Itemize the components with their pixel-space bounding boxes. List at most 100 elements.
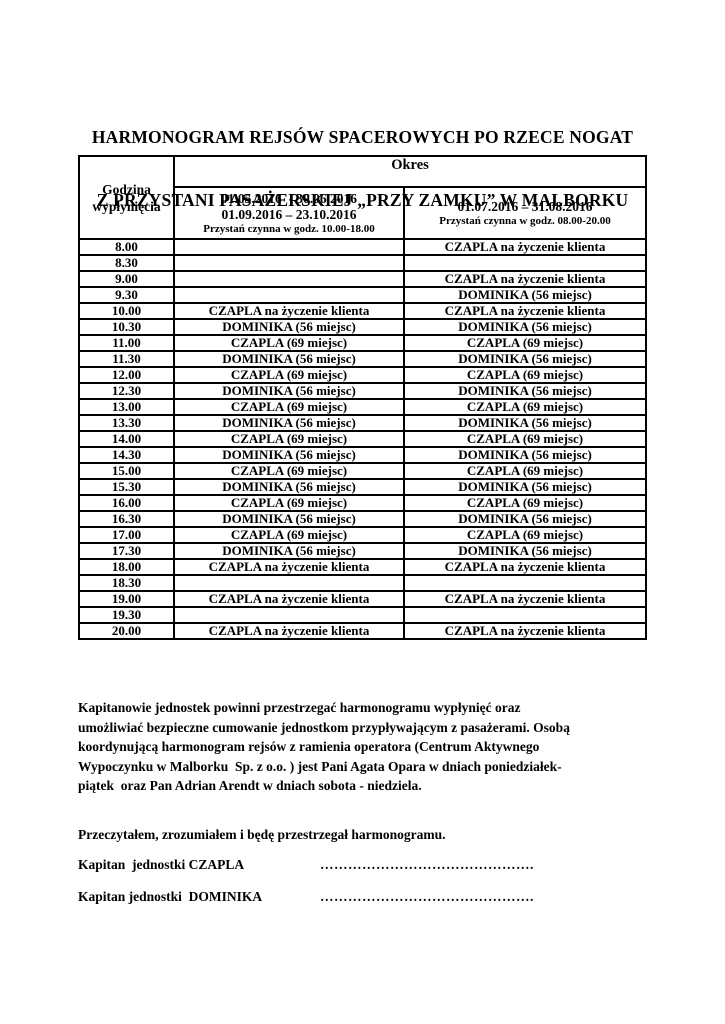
time-cell: 10.00 [78,302,175,320]
table-row: 17.30 DOMINIKA (56 miejsc) DOMINIKA (56 mi… [78,542,648,560]
time-cell: 19.00 [78,590,175,608]
title-line1: HARMONOGRAM REJSÓW SPACEROWYCH PO RZECE … [91,127,634,147]
period1-cell [173,606,405,624]
time-cell: 11.00 [78,334,175,352]
note-line: Kapitanowie jednostek powinni przestrzeg… [78,700,521,715]
period2-cell: CZAPLA (69 miejsc) [402,366,648,384]
period1-cell [173,574,405,592]
table-row: 8.00 CZAPLA na życzenie klienta [78,238,648,256]
time-cell: 9.30 [78,286,175,304]
period1-cell: DOMINIKA (56 miejsc) [173,542,405,560]
period1-cell: DOMINIKA (56 miejsc) [173,510,405,528]
time-cell: 13.00 [78,398,175,416]
period2-cell: DOMINIKA (56 miejsc) [402,478,648,496]
time-cell: 16.00 [78,494,175,512]
period2-cell: DOMINIKA (56 miejsc) [402,414,648,432]
time-column-header: Godzina wypłynięcia [78,155,175,240]
table-row: 14.00 CZAPLA (69 miejsc) CZAPLA (69 miejsc… [78,430,648,448]
table-row: 12.00 CZAPLA (69 miejsc) CZAPLA (69 miejsc… [78,366,648,384]
table-row: 18.30 [78,574,648,592]
table-row: 10.30 DOMINIKA (56 miejsc) DOMINIKA (56 mi… [78,318,648,336]
time-cell: 8.30 [78,254,175,272]
table-row: 16.30 DOMINIKA (56 miejsc) DOMINIKA (56 mi… [78,510,648,528]
time-cell: 10.30 [78,318,175,336]
schedule-body: 8.00 CZAPLA na życzenie klienta 8.30 9.00 CZ… [78,238,648,640]
table-row: 9.30 DOMINIKA (56 miejsc) [78,286,648,304]
table-row: 8.30 [78,254,648,272]
okres-header: Okres [172,155,648,188]
period1-cell: CZAPLA (69 miejsc) [173,430,405,448]
notes-paragraph: Kapitanowie jednostek powinni przestrzeg… [78,698,653,796]
period1-cell: DOMINIKA (56 miejsc) [173,478,405,496]
table-row: 13.00 CZAPLA (69 miejsc) CZAPLA (69 miejsc… [78,398,648,416]
note-line: piątek oraz Pan Adrian Arendt w dniach s… [78,778,422,793]
table-row: 12.30 DOMINIKA (56 miejsc) DOMINIKA (56 mi… [78,382,648,400]
period2-cell: DOMINIKA (56 miejsc) [402,382,648,400]
table-row: 11.00 CZAPLA (69 miejsc) CZAPLA (69 miejsc… [78,334,648,352]
time-cell: 19.30 [78,606,175,624]
period1-cell: CZAPLA na życzenie klienta [173,558,405,576]
time-cell: 9.00 [78,270,175,288]
period1-cell: CZAPLA (69 miejsc) [173,398,405,416]
period2-cell: DOMINIKA (56 miejsc) [402,318,648,336]
period1-cell: DOMINIKA (56 miejsc) [173,446,405,464]
period1-cell [173,254,405,272]
signature-statement: Przeczytałem, zrozumiałem i będę przestr… [78,827,446,842]
table-row: 14.30 DOMINIKA (56 miejsc) DOMINIKA (56 mi… [78,446,648,464]
table-row: 19.00 CZAPLA na życzenie klienta CZAPLA na… [78,590,648,608]
period2-cell: CZAPLA (69 miejsc) [402,526,648,544]
table-row: 10.00 CZAPLA na życzenie klienta CZAPLA na… [78,302,648,320]
schedule-table: Godzina wypłynięcia Okres 01.05.2016 - 3… [78,155,648,640]
signature-row-dominika: Kapitan jednostki DOMINIKA …………………………………… [78,889,638,907]
note-line: koordynującą harmonogram rejsów z ramien… [78,739,540,754]
time-cell: 14.00 [78,430,175,448]
period2-cell: CZAPLA (69 miejsc) [402,430,648,448]
captain-dominika-label: Kapitan jednostki DOMINIKA [78,889,263,904]
period2-cell: DOMINIKA (56 miejsc) [402,286,648,304]
period1-dates-line2: 01.09.2016 – 23.10.2016 [221,206,357,222]
period-header-row: 01.05.2016 - 30.06.2016 01.09.2016 – 23.… [79,186,648,240]
captain-czapla-signature-line: ………………………………………. [320,857,534,872]
period2-cell: DOMINIKA (56 miejsc) [402,446,648,464]
period2-cell: CZAPLA na życzenie klienta [402,558,648,576]
table-row: 18.00 CZAPLA na życzenie klienta CZAPLA na… [78,558,648,576]
signature-row-czapla: Kapitan jednostki CZAPLA ………………………………………… [78,857,638,875]
period2-cell: CZAPLA (69 miejsc) [402,334,648,352]
period1-cell: DOMINIKA (56 miejsc) [173,318,405,336]
period1-cell: CZAPLA (69 miejsc) [173,462,405,480]
table-row: 15.00 CZAPLA (69 miejsc) CZAPLA (69 miejsc… [78,462,648,480]
period2-header: 01.07.2016 – 31.08.2016 Przystań czynna … [402,186,648,240]
time-cell: 15.00 [78,462,175,480]
period1-cell: CZAPLA (69 miejsc) [173,366,405,384]
period1-header: 01.05.2016 - 30.06.2016 01.09.2016 – 23.… [173,186,405,240]
table-row: 17.00 CZAPLA (69 miejsc) CZAPLA (69 miejsc… [78,526,648,544]
period2-cell: DOMINIKA (56 miejsc) [402,350,648,368]
table-row: 19.30 [78,606,648,624]
time-cell: 14.30 [78,446,175,464]
note-line: Wypoczynku w Malborku Sp. z o.o. ) jest … [78,758,562,774]
period2-cell: CZAPLA na życzenie klienta [402,622,648,640]
period1-cell: CZAPLA (69 miejsc) [173,494,405,512]
period2-cell: CZAPLA na życzenie klienta [402,590,648,608]
time-cell: 17.00 [78,526,175,544]
period2-cell: CZAPLA na życzenie klienta [402,302,648,320]
period2-cell: DOMINIKA (56 miejsc) [402,542,648,560]
period2-cell [402,574,648,592]
table-row: 16.00 CZAPLA (69 miejsc) CZAPLA (69 miejsc… [78,494,648,512]
period1-cell [173,238,405,256]
table-row: 15.30 DOMINIKA (56 miejsc) DOMINIKA (56 mi… [78,478,648,496]
period1-cell [173,270,405,288]
table-row: 13.30 DOMINIKA (56 miejsc) DOMINIKA (56 mi… [78,414,648,432]
note-line: umożliwiać bezpieczne cumowanie jednostk… [78,719,570,735]
time-cell: 11.30 [78,350,175,368]
period2-cell: CZAPLA (69 miejsc) [402,494,648,512]
time-cell: 16.30 [78,510,175,528]
table-row: 20.00 CZAPLA na życzenie klienta CZAPLA na… [78,622,648,640]
time-cell: 12.30 [78,382,175,400]
period1-dates-line1: 01.05.2016 - 30.06.2016 [220,190,358,206]
period1-cell: CZAPLA na życzenie klienta [173,622,405,640]
time-cell: 17.30 [78,542,175,560]
captain-czapla-label: Kapitan jednostki CZAPLA [78,857,245,872]
period2-cell: CZAPLA (69 miejsc) [402,398,648,416]
